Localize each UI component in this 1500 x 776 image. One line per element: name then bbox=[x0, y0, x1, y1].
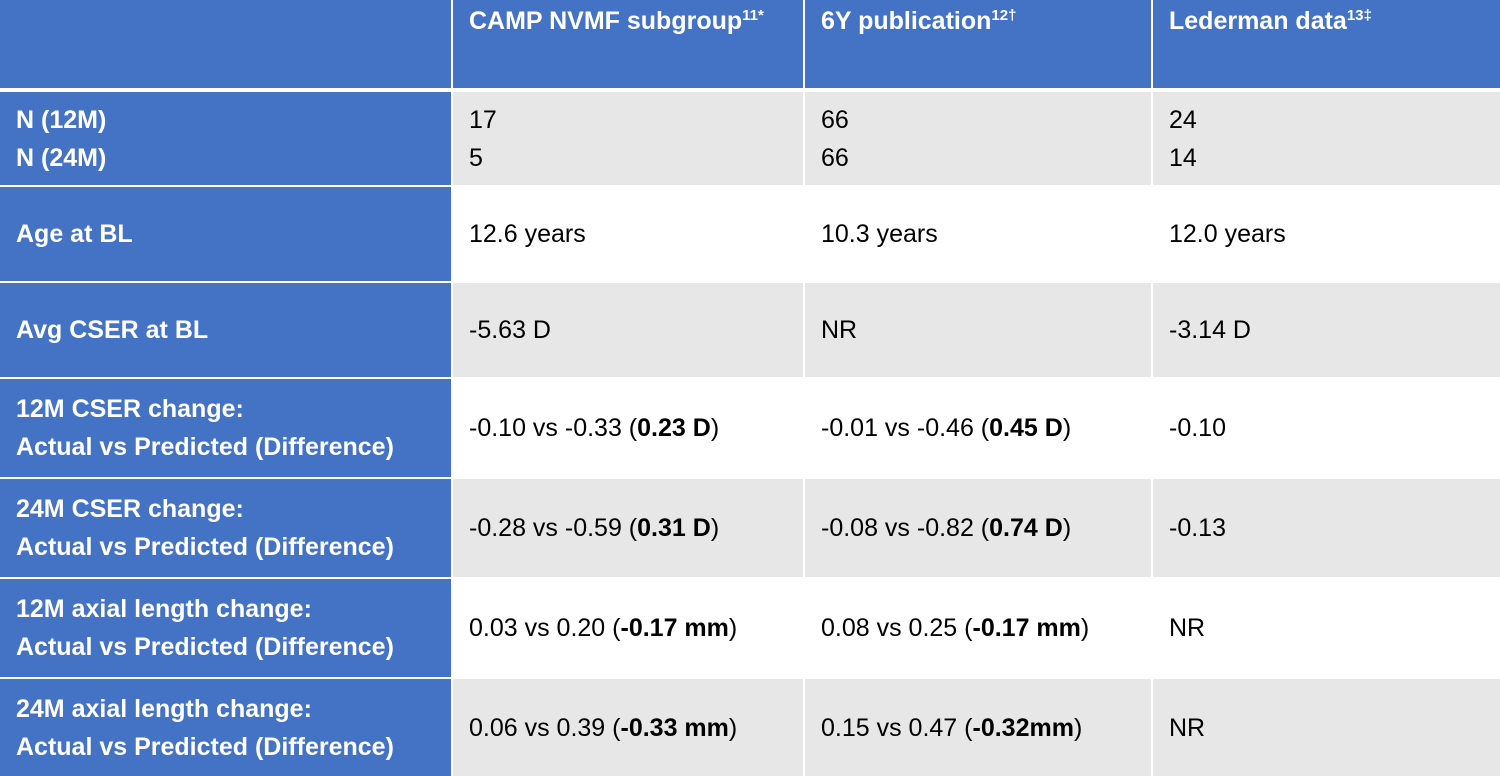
cell: -5.63 D bbox=[452, 282, 805, 379]
cell: -0.28 vs -0.59 (0.31 D) bbox=[452, 478, 805, 579]
cell: -0.10 vs -0.33 (0.23 D) bbox=[452, 378, 805, 479]
cell: 12.6 years bbox=[452, 186, 805, 283]
row-label: Avg CSER at BL bbox=[0, 282, 453, 379]
cell: 24 14 bbox=[1152, 90, 1500, 187]
cell: -3.14 D bbox=[1152, 282, 1500, 379]
cell: 12.0 years bbox=[1152, 186, 1500, 283]
row-label: 12M axial length change: Actual vs Predi… bbox=[0, 578, 453, 679]
table-row: Age at BL 12.6 years 10.3 years 12.0 yea… bbox=[0, 186, 1500, 283]
cell: 66 66 bbox=[804, 90, 1153, 187]
cell: -0.10 bbox=[1152, 378, 1500, 479]
table-row: 24M CSER change: Actual vs Predicted (Di… bbox=[0, 478, 1500, 579]
header-camp-nvmf: CAMP NVMF subgroup11* bbox=[452, 0, 805, 92]
row-label: 12M CSER change: Actual vs Predicted (Di… bbox=[0, 378, 453, 479]
cell: -0.08 vs -0.82 (0.74 D) bbox=[804, 478, 1153, 579]
table-row: 24M axial length change: Actual vs Predi… bbox=[0, 678, 1500, 776]
cell: 0.15 vs 0.47 (-0.32mm) bbox=[804, 678, 1153, 776]
row-label: 24M axial length change: Actual vs Predi… bbox=[0, 678, 453, 776]
header-corner bbox=[0, 0, 453, 92]
header-6y-publication: 6Y publication12† bbox=[804, 0, 1153, 92]
cell: 0.03 vs 0.20 (-0.17 mm) bbox=[452, 578, 805, 679]
row-label: 24M CSER change: Actual vs Predicted (Di… bbox=[0, 478, 453, 579]
header-row: CAMP NVMF subgroup11* 6Y publication12† … bbox=[0, 0, 1500, 92]
cell: 0.06 vs 0.39 (-0.33 mm) bbox=[452, 678, 805, 776]
cell: NR bbox=[1152, 678, 1500, 776]
cell: NR bbox=[1152, 578, 1500, 679]
header-lederman: Lederman data13‡ bbox=[1152, 0, 1500, 92]
table-row: 12M CSER change: Actual vs Predicted (Di… bbox=[0, 378, 1500, 479]
table-row: Avg CSER at BL -5.63 D NR -3.14 D bbox=[0, 282, 1500, 379]
table-row: N (12M) N (24M) 17 5 66 66 24 14 bbox=[0, 90, 1500, 187]
row-label: N (12M) N (24M) bbox=[0, 90, 453, 187]
cell: NR bbox=[804, 282, 1153, 379]
row-label: Age at BL bbox=[0, 186, 453, 283]
cell: 17 5 bbox=[452, 90, 805, 187]
cell: -0.01 vs -0.46 (0.45 D) bbox=[804, 378, 1153, 479]
cell: 10.3 years bbox=[804, 186, 1153, 283]
table-row: 12M axial length change: Actual vs Predi… bbox=[0, 578, 1500, 679]
cell: -0.13 bbox=[1152, 478, 1500, 579]
cell: 0.08 vs 0.25 (-0.17 mm) bbox=[804, 578, 1153, 679]
